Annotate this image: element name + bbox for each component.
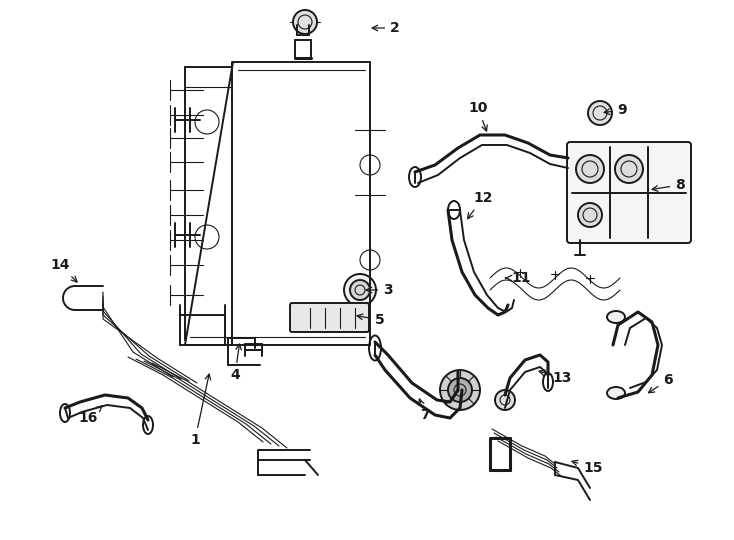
Ellipse shape	[607, 311, 625, 323]
Text: 1: 1	[190, 374, 211, 447]
Ellipse shape	[607, 387, 625, 399]
Circle shape	[495, 390, 515, 410]
Text: 8: 8	[652, 178, 685, 192]
Text: 15: 15	[572, 460, 603, 475]
Circle shape	[293, 10, 317, 34]
Text: 3: 3	[366, 283, 393, 297]
Text: 4: 4	[230, 344, 241, 382]
Circle shape	[588, 101, 612, 125]
Text: 11: 11	[506, 271, 531, 285]
Text: 7: 7	[418, 399, 430, 422]
Text: 2: 2	[372, 21, 400, 35]
Text: 14: 14	[50, 258, 77, 282]
Circle shape	[448, 378, 472, 402]
Text: 10: 10	[468, 101, 487, 131]
Text: 9: 9	[604, 103, 627, 117]
FancyBboxPatch shape	[567, 142, 691, 243]
Circle shape	[615, 155, 643, 183]
Text: 5: 5	[357, 313, 385, 327]
FancyBboxPatch shape	[290, 303, 369, 332]
Circle shape	[578, 203, 602, 227]
Text: 12: 12	[468, 191, 493, 219]
Circle shape	[350, 280, 370, 300]
Text: 16: 16	[79, 406, 102, 425]
Circle shape	[440, 370, 480, 410]
Text: 13: 13	[539, 370, 572, 385]
Circle shape	[576, 155, 604, 183]
Circle shape	[344, 274, 376, 306]
Text: 6: 6	[649, 373, 673, 393]
